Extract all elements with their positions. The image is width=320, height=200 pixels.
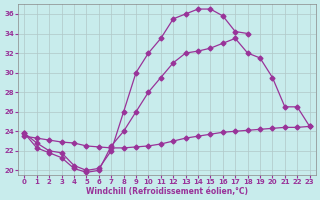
X-axis label: Windchill (Refroidissement éolien,°C): Windchill (Refroidissement éolien,°C) [86, 187, 248, 196]
